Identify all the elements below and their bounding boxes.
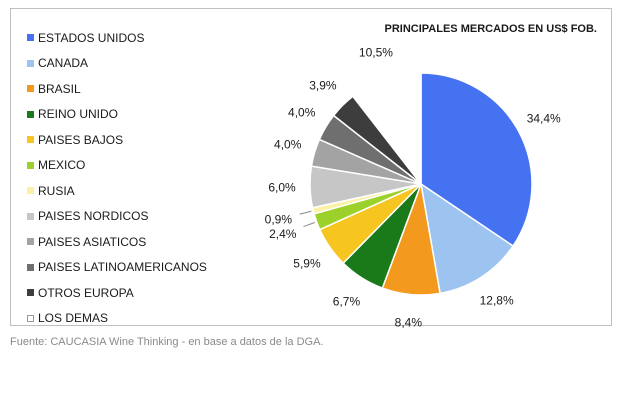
legend-swatch	[27, 136, 34, 144]
legend-label: BRASIL	[38, 81, 81, 96]
legend-item: BRASIL	[27, 76, 207, 102]
legend-swatch	[27, 289, 34, 297]
chart-legend: ESTADOS UNIDOS CANADA BRASIL REINO UNIDO PAI…	[27, 25, 207, 331]
legend-label: ESTADOS UNIDOS	[38, 30, 145, 45]
slice-value-label: 6,7%	[333, 294, 361, 308]
legend-swatch	[27, 212, 34, 220]
legend-swatch	[27, 161, 34, 169]
legend-item: RUSIA	[27, 178, 207, 204]
legend-swatch	[27, 110, 34, 118]
slice-value-label: 4,0%	[274, 138, 302, 152]
legend-item: REINO UNIDO	[27, 102, 207, 128]
legend-swatch	[27, 34, 34, 42]
legend-item: PAISES LATINOAMERICANOS	[27, 255, 207, 281]
legend-item: ESTADOS UNIDOS	[27, 25, 207, 51]
legend-label: PAISES ASIATICOS	[38, 234, 147, 249]
slice-value-label: 10,5%	[359, 46, 393, 60]
pie-slice	[351, 72, 422, 187]
chart-title: PRINCIPALES MERCADOS EN US$ FOB.	[384, 23, 598, 35]
legend-swatch	[27, 187, 34, 195]
legend-item: PAISES ASIATICOS	[27, 229, 207, 255]
legend-swatch	[27, 238, 34, 246]
source-note: Fuente: CAUCASIA Wine Thinking - en base…	[10, 336, 324, 348]
pie-slice	[419, 182, 515, 295]
legend-swatch	[27, 59, 34, 67]
legend-label: OTROS EUROPA	[38, 285, 134, 300]
legend-label: PAISES BAJOS	[38, 132, 124, 147]
legend-label: REINO UNIDO	[38, 107, 119, 122]
leader-line	[303, 222, 315, 228]
legend-item: OTROS EUROPA	[27, 280, 207, 306]
pie-slice	[420, 72, 533, 248]
legend-item: PAISES BAJOS	[27, 127, 207, 153]
legend-label: PAISES LATINOAMERICANOS	[38, 260, 207, 275]
legend-item: CANADA	[27, 51, 207, 77]
slice-value-label: 34,4%	[527, 112, 561, 126]
legend-item: LOS DEMAS	[27, 306, 207, 332]
legend-label: LOS DEMAS	[38, 311, 109, 326]
legend-item: MEXICO	[27, 153, 207, 179]
legend-swatch	[27, 314, 34, 322]
leader-line	[299, 210, 312, 215]
legend-label: RUSIA	[38, 183, 75, 198]
slice-value-label: 8,4%	[395, 315, 423, 329]
slice-value-label: 0,9%	[265, 212, 293, 226]
legend-item: PAISES NORDICOS	[27, 204, 207, 230]
legend-swatch	[27, 263, 34, 271]
slice-value-label: 2,4%	[269, 227, 297, 241]
slice-value-label: 3,9%	[309, 78, 337, 92]
slice-value-label: 6,0%	[268, 181, 296, 195]
legend-label: CANADA	[38, 56, 89, 71]
legend-swatch	[27, 85, 34, 93]
slice-value-label: 4,0%	[288, 106, 316, 120]
slice-value-label: 5,9%	[293, 256, 321, 270]
legend-label: MEXICO	[38, 158, 86, 173]
slice-value-label: 12,8%	[480, 294, 514, 308]
legend-label: PAISES NORDICOS	[38, 209, 149, 224]
